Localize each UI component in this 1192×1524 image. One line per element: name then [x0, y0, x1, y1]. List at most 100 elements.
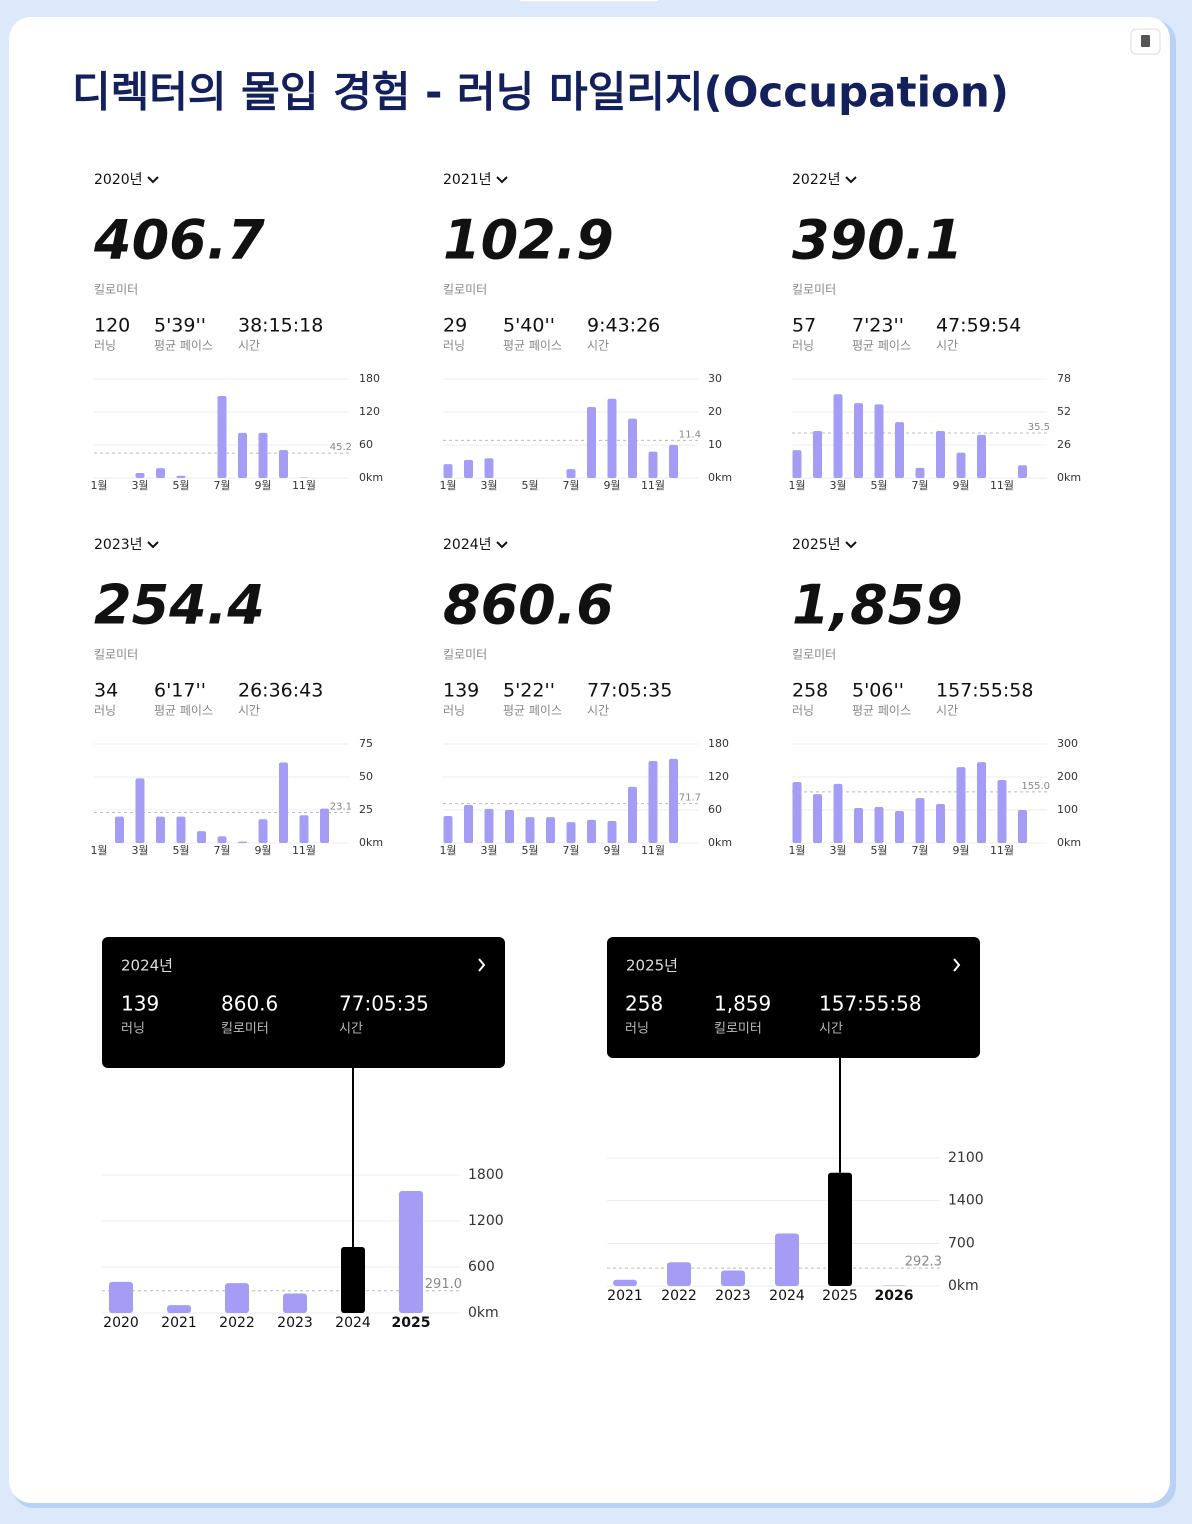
- tooltip-stat-label: 러닝: [625, 1022, 649, 1037]
- year-selector[interactable]: 2023년: [94, 537, 143, 553]
- bar: [833, 783, 843, 843]
- x-tick-label: 2025: [822, 1288, 858, 1304]
- bar[interactable]: [828, 1172, 852, 1286]
- x-tick-label: 11월: [990, 479, 1014, 492]
- y-tick-label: 200: [1057, 770, 1078, 783]
- tooltip-stat-label: 시간: [819, 1022, 843, 1037]
- bar: [225, 1283, 249, 1313]
- bar: [874, 807, 884, 843]
- stat-value: 7'23'': [852, 315, 904, 337]
- average-label: 155.0: [1021, 781, 1050, 792]
- bar: [854, 808, 863, 843]
- bar: [258, 819, 268, 843]
- stat-label: 평균 페이스: [154, 704, 213, 718]
- total-unit: 킬로미터: [792, 283, 836, 297]
- y-tick-label: 2100: [948, 1150, 984, 1166]
- x-tick-label: 7월: [911, 479, 928, 492]
- bar[interactable]: [341, 1247, 365, 1313]
- bar: [628, 418, 637, 478]
- bar: [833, 394, 843, 478]
- x-tick-label: 3월: [131, 844, 148, 857]
- stat-label: 시간: [238, 704, 260, 718]
- year-selector[interactable]: 2020년: [94, 172, 143, 188]
- total-distance: 390.1: [792, 209, 963, 272]
- stat-label: 평균 페이스: [852, 704, 911, 718]
- bar: [977, 434, 986, 478]
- x-tick-label: 3월: [131, 479, 148, 492]
- stat-value: 26:36:43: [238, 680, 323, 702]
- bar: [1018, 465, 1027, 478]
- y-tick-label: 52: [1057, 405, 1071, 418]
- tooltip-stat-label: 킬로미터: [221, 1022, 269, 1037]
- x-tick-label: 7월: [213, 844, 230, 857]
- bar: [1018, 810, 1027, 843]
- x-tick-label: 2020: [103, 1315, 139, 1331]
- y-tick-label: 30: [708, 372, 722, 385]
- y-tick-label: 700: [948, 1235, 975, 1251]
- chevron[interactable]: [845, 176, 857, 184]
- top-tab: [517, 0, 661, 3]
- x-tick-label: 5월: [172, 479, 189, 492]
- x-tick-label: 2022: [661, 1288, 697, 1304]
- average-label: 23.1: [330, 802, 352, 813]
- tooltip-chevron[interactable]: [478, 958, 486, 972]
- y-tick-label: 50: [359, 770, 373, 783]
- bar: [936, 431, 945, 478]
- average-label: 35.5: [1028, 422, 1050, 433]
- page-menu-button[interactable]: [1130, 28, 1161, 55]
- year-selector[interactable]: 2022년: [792, 172, 841, 188]
- x-tick-label: 5월: [521, 479, 538, 492]
- tooltip-title: 2024년: [121, 957, 173, 975]
- x-tick-label: 11월: [292, 479, 316, 492]
- page-title: 디렉터의 몰입 경험 - 러닝 마일리지(Occupation): [72, 68, 1009, 117]
- bar: [484, 458, 494, 478]
- chevron[interactable]: [845, 541, 857, 549]
- y-tick-label: 78: [1057, 372, 1071, 385]
- bar: [156, 816, 165, 843]
- bar: [607, 398, 617, 478]
- bar: [299, 477, 309, 478]
- chevron[interactable]: [147, 176, 159, 184]
- bar: [197, 831, 206, 843]
- x-tick-label: 11월: [990, 844, 1014, 857]
- bar: [238, 432, 247, 478]
- total-unit: 킬로미터: [94, 283, 138, 297]
- x-tick-label: 9월: [254, 844, 271, 857]
- total-distance: 102.9: [443, 209, 614, 272]
- chevron[interactable]: [496, 176, 508, 184]
- stat-label: 러닝: [443, 339, 465, 353]
- chevron[interactable]: [496, 541, 508, 549]
- stat-value: 5'22'': [503, 680, 555, 702]
- tooltip-chevron[interactable]: [953, 958, 961, 972]
- bar: [628, 786, 637, 843]
- bar: [546, 817, 555, 843]
- stat-value: 6'17'': [154, 680, 206, 702]
- year-selector[interactable]: 2024년: [443, 537, 492, 553]
- stat-value: 38:15:18: [238, 315, 323, 337]
- y-tick-label: 0km: [708, 836, 732, 849]
- y-tick-label: 0km: [708, 471, 732, 484]
- tooltip-stat-value: 1,859: [714, 992, 771, 1016]
- stat-label: 시간: [238, 339, 260, 353]
- chevron[interactable]: [147, 541, 159, 549]
- bar: [299, 815, 309, 843]
- bar: [669, 758, 678, 843]
- year-selector[interactable]: 2025년: [792, 537, 841, 553]
- button-icon[interactable]: [1141, 35, 1150, 47]
- stat-label: 러닝: [792, 339, 814, 353]
- bar: [977, 762, 986, 843]
- bar: [721, 1270, 745, 1286]
- total-distance: 406.7: [93, 209, 265, 272]
- x-tick-label: 2025: [392, 1315, 431, 1331]
- year-selector[interactable]: 2021년: [443, 172, 492, 188]
- y-tick-label: 0km: [948, 1278, 979, 1294]
- bar: [443, 816, 453, 843]
- stat-label: 시간: [587, 339, 609, 353]
- stat-label: 러닝: [443, 704, 465, 718]
- y-tick-label: 0km: [1057, 836, 1081, 849]
- x-tick-label: 11월: [292, 844, 316, 857]
- bar: [813, 431, 822, 478]
- tooltip: [102, 937, 505, 1068]
- y-tick-label: 60: [359, 438, 373, 451]
- x-tick-label: 2023: [715, 1288, 751, 1304]
